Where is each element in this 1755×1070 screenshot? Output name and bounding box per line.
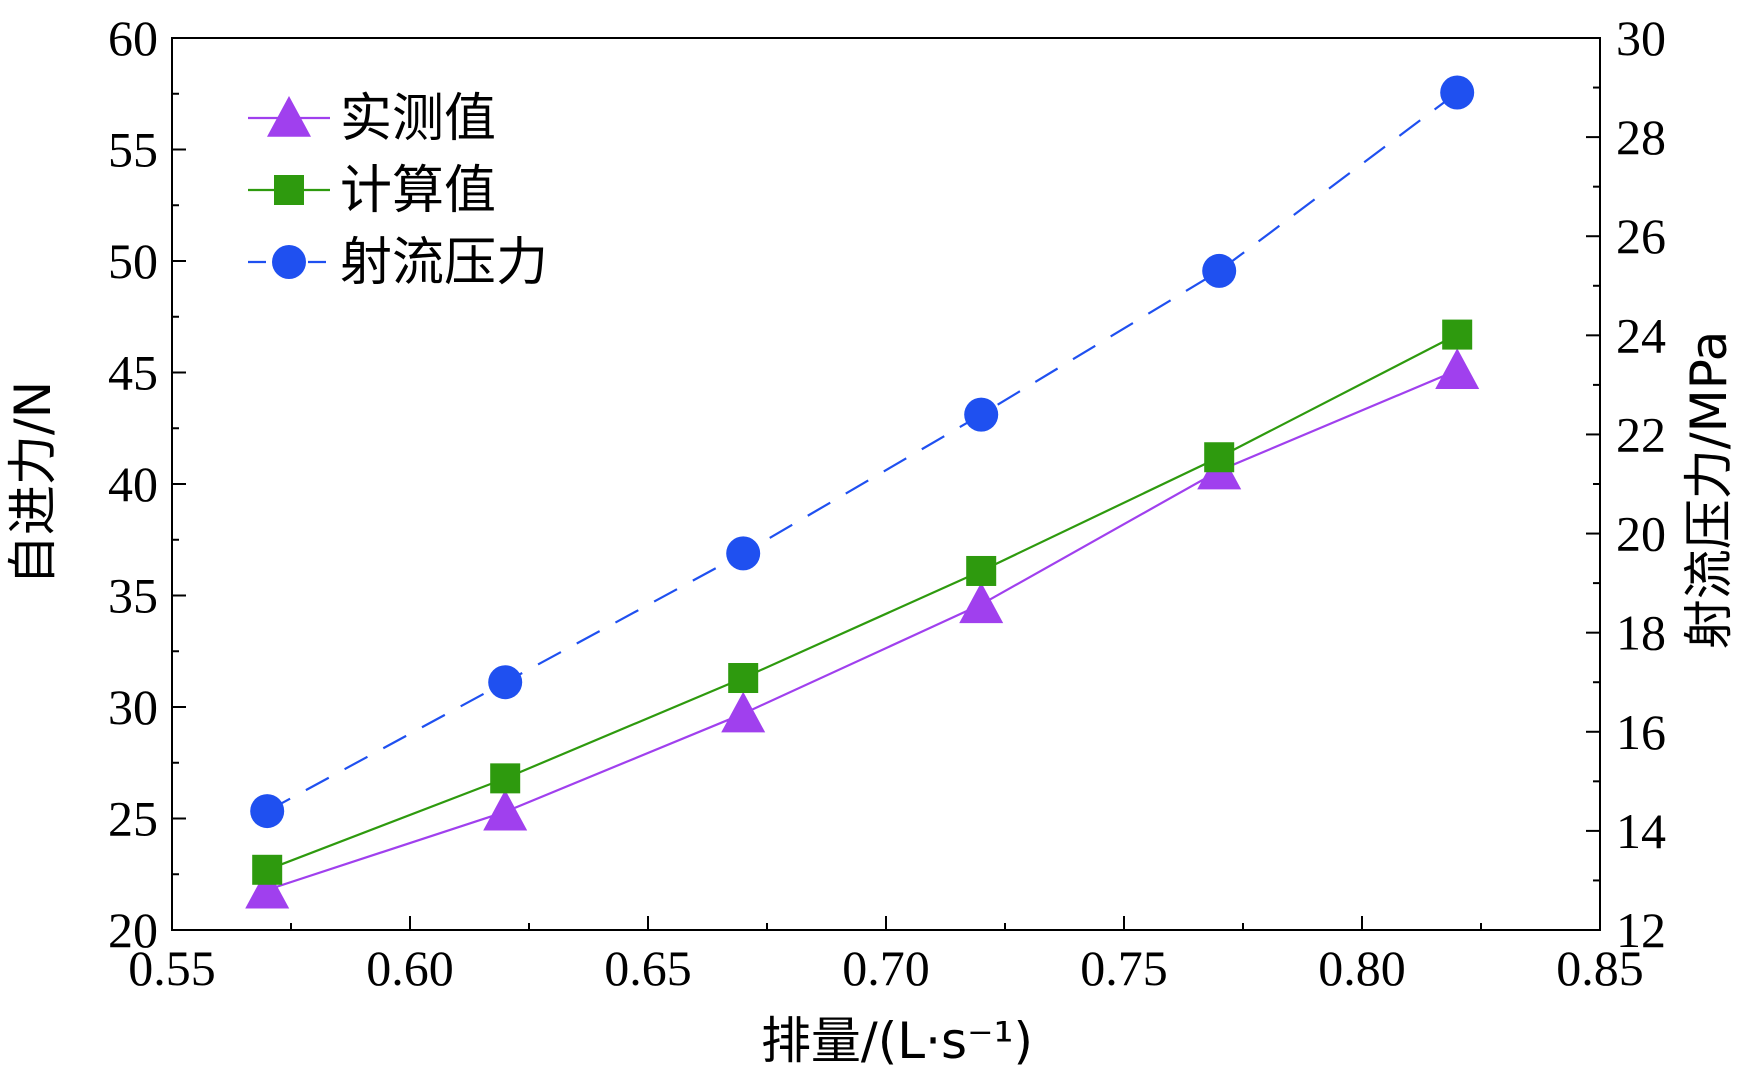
data-point [245, 867, 290, 909]
legend-label: 射流压力 [340, 233, 548, 293]
y-left-tick-label: 55 [108, 122, 158, 178]
series-jet-pressure [250, 75, 1475, 829]
x-tick-label: 0.65 [604, 940, 692, 996]
x-axis-title: 排量/(L·s⁻¹) [761, 1012, 1033, 1070]
y-right-tick-label: 12 [1616, 902, 1666, 958]
y-right-tick-label: 28 [1616, 109, 1666, 165]
data-point [964, 397, 999, 432]
x-tick-label: 0.85 [1556, 940, 1644, 996]
y-left-tick-label: 50 [108, 233, 158, 289]
y-right-tick-label: 14 [1616, 803, 1666, 859]
data-point [488, 665, 523, 700]
data-point [1435, 348, 1480, 389]
y-left-tick-label: 45 [108, 345, 158, 401]
y-left-tick-label: 40 [108, 456, 158, 512]
legend-marker [274, 175, 304, 205]
legend-label: 计算值 [340, 161, 496, 221]
data-point [250, 794, 285, 829]
x-tick-label: 0.80 [1318, 940, 1406, 996]
y-right-tick-label: 22 [1616, 406, 1666, 462]
data-point [966, 555, 997, 586]
series-layer [245, 75, 1480, 909]
legend-marker [272, 245, 306, 279]
data-point [726, 536, 761, 571]
y-left-tick-label: 20 [108, 902, 158, 958]
data-point [483, 789, 528, 831]
y-axis-right-title: 射流压力/MPa [1680, 331, 1738, 650]
y-right-tick-label: 30 [1616, 10, 1666, 66]
data-point [1440, 75, 1475, 110]
y-left-tick-label: 60 [108, 10, 158, 66]
data-point [1204, 442, 1235, 473]
series-calculated [252, 319, 1473, 885]
y-right-tick-label: 18 [1616, 605, 1666, 661]
y-right-tick-label: 16 [1616, 704, 1666, 760]
data-point [252, 854, 283, 885]
series-line [266, 333, 1458, 871]
axes: 0.55 0.60 0.65 0.70 0.75 0.80 0.85 20 25 30 35 40 45… [108, 10, 1666, 996]
data-point [1202, 253, 1237, 288]
y-axis-left-title: 自进力/N [4, 381, 62, 585]
data-point [959, 582, 1004, 624]
data-point [490, 763, 521, 794]
x-tick-label: 0.55 [128, 940, 216, 996]
data-point [721, 691, 766, 733]
x-tick-label: 0.75 [1080, 940, 1168, 996]
series-line [266, 369, 1458, 891]
series-line [266, 91, 1458, 813]
y-left-tick-label: 35 [108, 568, 158, 624]
y-right-tick-label: 24 [1616, 307, 1666, 363]
y-right-tick-label: 26 [1616, 208, 1666, 264]
y-right-tick-label: 20 [1616, 506, 1666, 562]
x-tick-label: 0.60 [366, 940, 454, 996]
data-point [728, 663, 759, 694]
data-point [1442, 319, 1473, 350]
legend-marker [267, 96, 311, 137]
y-left-tick-label: 30 [108, 679, 158, 735]
x-tick-label: 0.70 [842, 940, 930, 996]
series-measured [245, 348, 1480, 909]
y-left-tick-label: 25 [108, 791, 158, 847]
legend-label: 实测值 [340, 89, 496, 149]
